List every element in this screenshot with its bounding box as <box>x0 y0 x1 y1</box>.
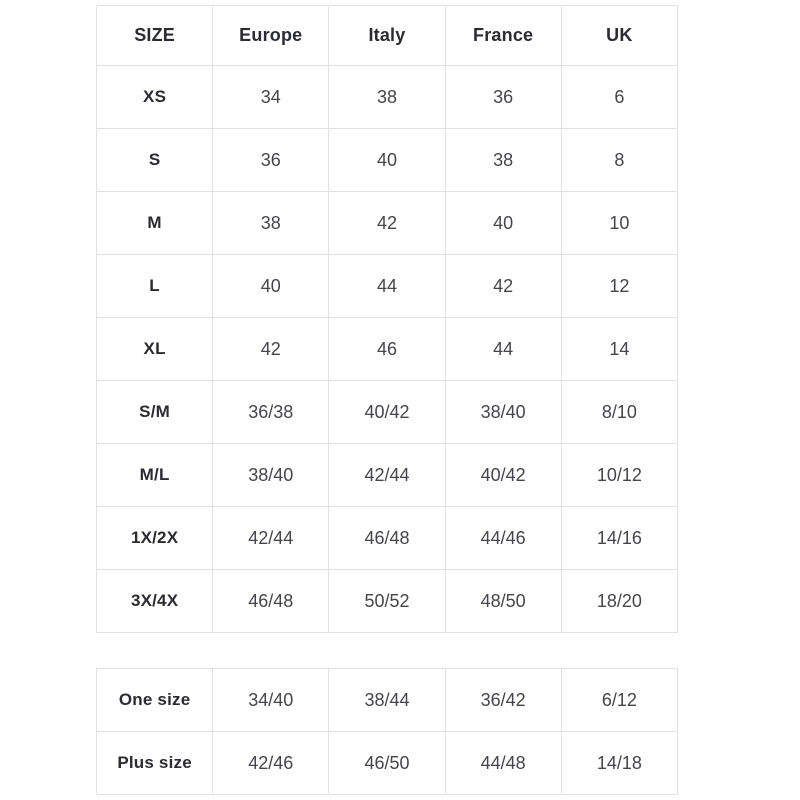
size-value-cell: 42 <box>328 191 446 255</box>
size-value-cell: 8/10 <box>560 380 679 444</box>
row-size-label: S <box>95 128 214 192</box>
size-value-cell: 50/52 <box>328 569 446 633</box>
column-header-size: SIZE <box>95 5 214 66</box>
special-sizes-section: One size 34/40 38/44 36/42 6/12 Plus size 42/4… <box>95 668 679 795</box>
size-value-cell: 38/40 <box>444 380 562 444</box>
size-value-cell: 34 <box>212 65 330 129</box>
size-value-cell: 40 <box>212 254 330 318</box>
size-value-cell: 38 <box>212 191 330 255</box>
size-value-cell: 42 <box>444 254 562 318</box>
size-value-cell: 12 <box>560 254 679 318</box>
size-value-cell: 44/46 <box>444 506 562 570</box>
size-value-cell: 42/44 <box>328 443 446 507</box>
size-value-cell: 36 <box>212 128 330 192</box>
column-header: Europe <box>212 5 330 66</box>
size-value-cell: 8 <box>560 128 679 192</box>
size-value-cell: 46/50 <box>328 731 446 795</box>
size-value-cell: 48/50 <box>444 569 562 633</box>
size-value-cell: 46/48 <box>328 506 446 570</box>
size-value-cell: 18/20 <box>560 569 679 633</box>
row-size-label: M/L <box>95 443 214 507</box>
row-size-label: L <box>95 254 214 318</box>
header-row: SIZE Europe Italy France UK <box>95 5 679 66</box>
size-value-cell: 40/42 <box>328 380 446 444</box>
size-value-cell: 46/48 <box>212 569 330 633</box>
size-value-cell: 38 <box>444 128 562 192</box>
size-value-cell: 36/38 <box>212 380 330 444</box>
table-row: S/M 36/38 40/42 38/40 8/10 <box>95 380 679 444</box>
row-size-label: XL <box>95 317 214 381</box>
size-conversion-table: SIZE Europe Italy France UK XS 34 38 36 6 S 36 40 38… <box>95 5 679 633</box>
row-size-label: One size <box>95 668 214 732</box>
special-sizes-table: One size 34/40 38/44 36/42 6/12 Plus size 42/4… <box>95 668 679 795</box>
size-value-cell: 42 <box>212 317 330 381</box>
table-row: One size 34/40 38/44 36/42 6/12 <box>95 668 679 732</box>
size-value-cell: 44 <box>328 254 446 318</box>
table-gap <box>96 633 800 668</box>
size-value-cell: 14/18 <box>560 731 679 795</box>
special-sizes-body: One size 34/40 38/44 36/42 6/12 Plus size 42/4… <box>95 668 679 795</box>
column-header: France <box>444 5 562 66</box>
size-value-cell: 40 <box>328 128 446 192</box>
size-value-cell: 10 <box>560 191 679 255</box>
row-size-label: 1X/2X <box>95 506 214 570</box>
size-value-cell: 42/46 <box>212 731 330 795</box>
row-size-label: M <box>95 191 214 255</box>
size-value-cell: 40 <box>444 191 562 255</box>
size-value-cell: 10/12 <box>560 443 679 507</box>
size-value-cell: 34/40 <box>212 668 330 732</box>
size-value-cell: 38 <box>328 65 446 129</box>
size-value-cell: 36 <box>444 65 562 129</box>
size-value-cell: 6 <box>560 65 679 129</box>
row-size-label: S/M <box>95 380 214 444</box>
column-header: UK <box>560 5 679 66</box>
table-row: Plus size 42/46 46/50 44/48 14/18 <box>95 731 679 795</box>
size-table-header: SIZE Europe Italy France UK <box>95 5 679 66</box>
column-header: Italy <box>328 5 446 66</box>
size-value-cell: 14/16 <box>560 506 679 570</box>
table-row: XS 34 38 36 6 <box>95 65 679 129</box>
table-row: L 40 44 42 12 <box>95 254 679 318</box>
size-value-cell: 40/42 <box>444 443 562 507</box>
table-row: 1X/2X 42/44 46/48 44/46 14/16 <box>95 506 679 570</box>
row-size-label: 3X/4X <box>95 569 214 633</box>
size-table-body: XS 34 38 36 6 S 36 40 38 8 M 38 42 40 10 L 40 44 42 12 XL 42 4… <box>95 65 679 633</box>
table-row: 3X/4X 46/48 50/52 48/50 18/20 <box>95 569 679 633</box>
table-row: XL 42 46 44 14 <box>95 317 679 381</box>
table-row: M/L 38/40 42/44 40/42 10/12 <box>95 443 679 507</box>
size-value-cell: 14 <box>560 317 679 381</box>
size-value-cell: 36/42 <box>444 668 562 732</box>
row-size-label: XS <box>95 65 214 129</box>
size-value-cell: 38/44 <box>328 668 446 732</box>
row-size-label: Plus size <box>95 731 214 795</box>
size-value-cell: 38/40 <box>212 443 330 507</box>
size-conversion-section: SIZE Europe Italy France UK XS 34 38 36 6 S 36 40 38… <box>95 5 679 633</box>
size-value-cell: 44 <box>444 317 562 381</box>
table-row: M 38 42 40 10 <box>95 191 679 255</box>
size-value-cell: 44/48 <box>444 731 562 795</box>
size-value-cell: 6/12 <box>560 668 679 732</box>
size-value-cell: 42/44 <box>212 506 330 570</box>
size-value-cell: 46 <box>328 317 446 381</box>
table-row: S 36 40 38 8 <box>95 128 679 192</box>
